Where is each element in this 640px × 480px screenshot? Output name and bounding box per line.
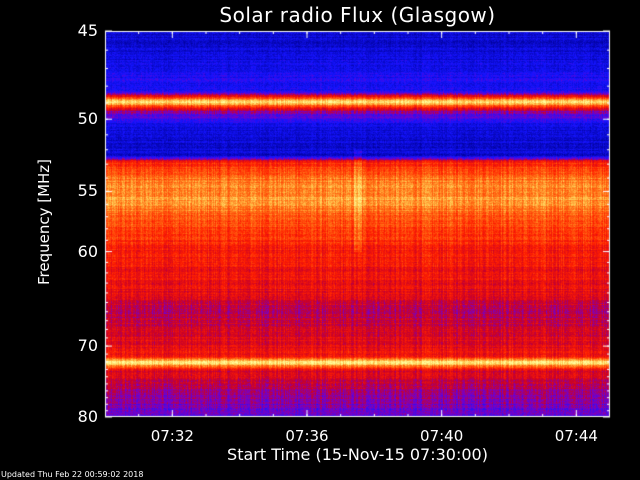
y-tick-label: 80	[77, 407, 98, 426]
chart-title: Solar radio Flux (Glasgow)	[219, 3, 496, 27]
y-tick-label: 55	[77, 181, 98, 201]
x-tick-label: 07:32	[150, 427, 194, 445]
x-tick-label: 07:44	[554, 427, 598, 445]
x-axis-label: Start Time (15-Nov-15 07:30:00)	[227, 445, 488, 464]
x-tick-label: 07:36	[285, 427, 329, 445]
update-timestamp: Updated Thu Feb 22 00:59:02 2018	[1, 470, 144, 479]
y-tick-label: 60	[77, 241, 98, 261]
y-axis-label: Frequency [MHz]	[35, 158, 53, 286]
y-tick-label: 70	[77, 336, 98, 356]
x-tick-label: 07:40	[420, 427, 464, 445]
y-tick-label: 45	[77, 21, 98, 40]
y-tick-label: 50	[77, 109, 98, 129]
